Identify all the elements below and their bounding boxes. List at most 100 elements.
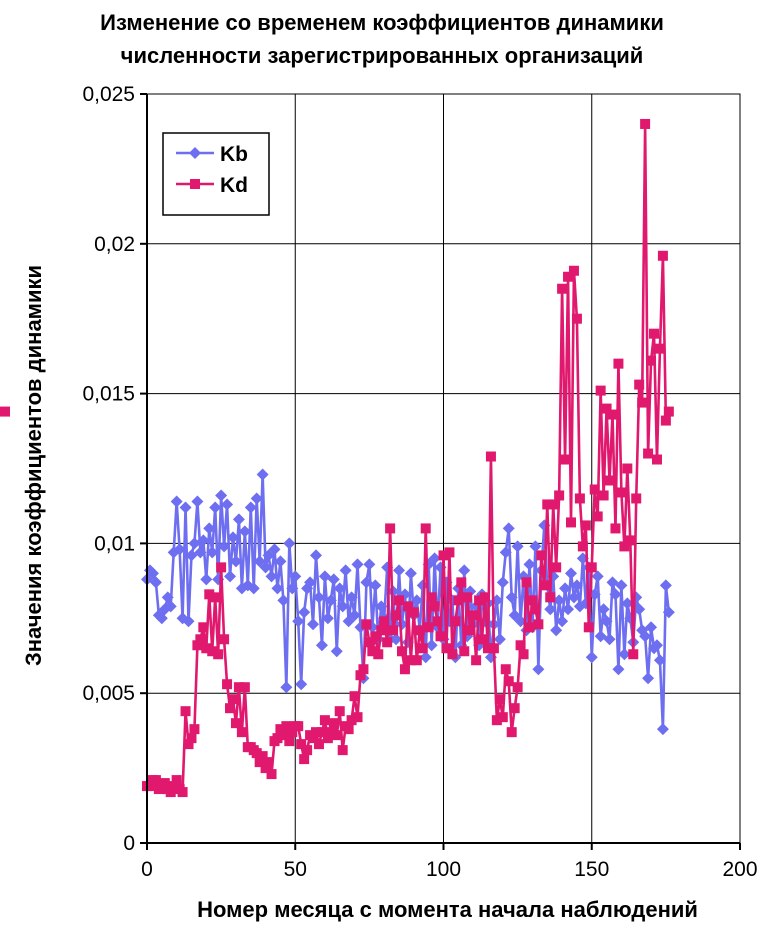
data-point-kb — [556, 615, 569, 628]
legend-box — [162, 132, 270, 216]
data-point-kd — [595, 385, 606, 396]
data-point-kb — [570, 579, 583, 592]
data-point-kb — [609, 588, 622, 601]
data-point-kd — [429, 601, 440, 612]
data-point-kd — [213, 649, 224, 660]
data-point-kb — [404, 567, 417, 580]
data-point-kb — [161, 591, 174, 604]
data-point-kb — [458, 564, 471, 577]
data-point-kd — [207, 646, 218, 657]
data-point-kb — [597, 603, 610, 616]
data-point-kb — [250, 492, 263, 505]
data-point-kd — [506, 727, 517, 738]
data-point-kd — [376, 625, 387, 636]
data-point-kd — [186, 733, 197, 744]
data-point-kd — [328, 718, 339, 729]
data-point-kd — [225, 703, 236, 714]
data-point-kb — [493, 633, 506, 646]
y-tick-label: 0,025 — [82, 83, 135, 106]
data-point-kd — [539, 580, 550, 591]
data-point-kb — [428, 552, 441, 565]
data-point-kb — [339, 564, 352, 577]
data-point-kb — [612, 663, 625, 676]
data-point-kd — [622, 463, 633, 474]
data-point-kb — [194, 546, 207, 559]
data-point-kb — [653, 654, 666, 667]
legend-label-kd: Kd — [220, 174, 248, 197]
data-point-kb — [164, 600, 177, 613]
data-point-kd — [657, 250, 668, 261]
data-point-kb — [324, 594, 337, 607]
data-point-kb — [170, 495, 183, 508]
data-point-kd — [0, 406, 10, 417]
data-point-kd — [254, 757, 265, 768]
data-point-kd — [619, 541, 630, 552]
data-point-kd — [509, 703, 520, 714]
data-point-kd — [420, 523, 431, 534]
data-point-kb — [274, 555, 287, 568]
x-axis-title: Номер месяца с момента начала наблюдений — [197, 897, 698, 922]
data-point-kb — [292, 615, 305, 628]
data-point-kd — [610, 523, 621, 534]
data-point-kb — [298, 606, 311, 619]
data-point-kd — [379, 616, 390, 627]
data-point-kd — [355, 670, 366, 681]
data-point-kb — [232, 513, 245, 526]
data-point-kd — [316, 727, 327, 738]
data-point-kb — [200, 573, 213, 586]
data-point-kd — [491, 715, 502, 726]
y-tick-label: 0,02 — [94, 233, 135, 256]
data-point-kd — [177, 787, 188, 798]
data-point-kd — [198, 622, 209, 633]
data-point-kd — [219, 634, 230, 645]
data-point-kd — [640, 118, 651, 129]
data-point-kd — [364, 637, 375, 648]
data-point-kd — [441, 643, 452, 654]
data-point-kd — [319, 715, 330, 726]
data-point-kd — [592, 511, 603, 522]
data-point-kb — [621, 597, 634, 610]
data-point-kb — [645, 621, 658, 634]
data-point-kd — [643, 448, 654, 459]
data-point-kd — [628, 649, 639, 660]
data-point-kd — [278, 730, 289, 741]
data-point-kd — [216, 562, 227, 573]
data-point-kb — [277, 594, 290, 607]
legend-marker-kd — [190, 179, 200, 189]
data-point-kd — [382, 637, 393, 648]
data-point-kb — [283, 537, 296, 550]
data-point-kd — [361, 619, 372, 630]
data-point-kb — [203, 522, 216, 535]
data-point-kb — [511, 540, 524, 553]
data-point-kd — [308, 733, 319, 744]
data-point-kd — [296, 739, 307, 750]
data-point-kd — [625, 535, 636, 546]
data-point-kd — [299, 754, 310, 765]
x-tick-label: 200 — [722, 858, 757, 881]
data-point-kd — [385, 523, 396, 534]
data-point-kd — [239, 682, 250, 693]
series-layer — [0, 118, 675, 798]
data-point-kb — [191, 495, 204, 508]
data-point-kd — [192, 640, 203, 651]
data-point-kd — [631, 493, 642, 504]
data-point-kb — [226, 531, 239, 544]
data-point-kd — [545, 592, 556, 603]
data-point-kd — [204, 589, 215, 600]
data-point-kd — [533, 619, 544, 630]
data-point-kd — [444, 547, 455, 558]
data-point-kd — [515, 640, 526, 651]
data-point-kb — [600, 615, 613, 628]
data-point-kb — [375, 600, 388, 613]
data-point-kd — [634, 379, 645, 390]
data-point-kd — [432, 616, 443, 627]
data-point-kd — [480, 592, 491, 603]
data-point-kb — [564, 567, 577, 580]
data-point-kb — [351, 558, 364, 571]
data-point-kd — [293, 721, 304, 732]
data-point-kb — [633, 603, 646, 616]
data-point-kb — [206, 546, 219, 559]
data-point-kd — [571, 313, 582, 324]
data-point-kd — [391, 610, 402, 621]
axes: 0 0,005 0,01 0,015 0,02 0,025 0 50 100 150 200 — [82, 83, 757, 881]
